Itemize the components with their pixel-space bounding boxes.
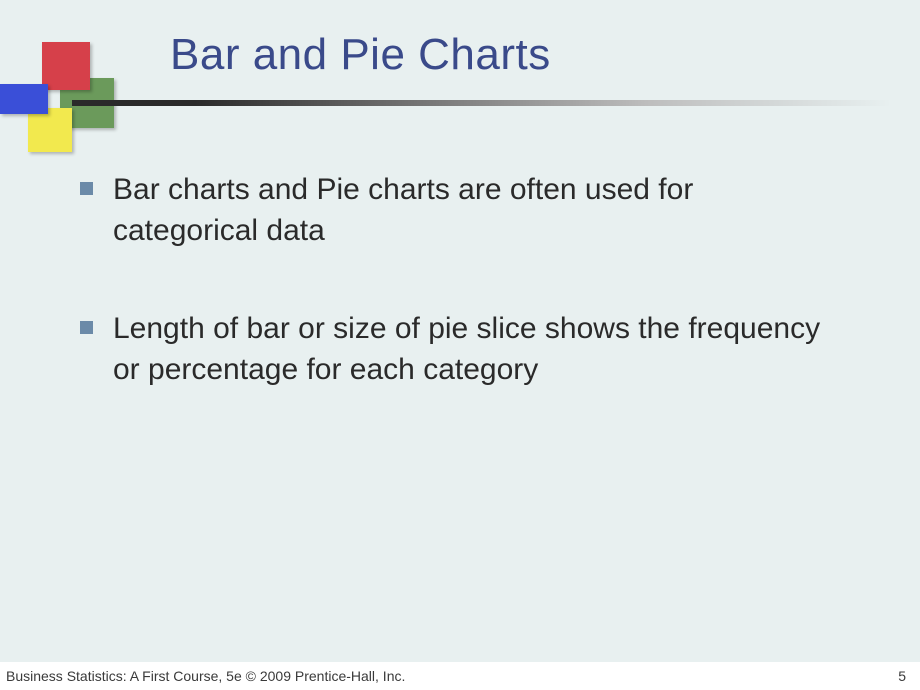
list-item: Length of bar or size of pie slice shows… (80, 309, 840, 390)
bullet-text: Bar charts and Pie charts are often used… (113, 170, 840, 251)
footer-left-text: Business Statistics: A First Course, 5e … (6, 668, 405, 684)
slide-footer: Business Statistics: A First Course, 5e … (0, 662, 920, 690)
bullet-list: Bar charts and Pie charts are often used… (80, 170, 840, 448)
list-item: Bar charts and Pie charts are often used… (80, 170, 840, 251)
bullet-icon (80, 321, 93, 334)
title-divider (72, 100, 892, 106)
bullet-text: Length of bar or size of pie slice shows… (113, 309, 840, 390)
decor-square-blue (0, 84, 48, 114)
decor-square-red (42, 42, 90, 90)
slide: Bar and Pie Charts Bar charts and Pie ch… (0, 0, 920, 690)
bullet-icon (80, 182, 93, 195)
decor-square-yellow (28, 108, 72, 152)
slide-title: Bar and Pie Charts (170, 30, 551, 80)
footer-page-number: 5 (898, 668, 906, 684)
